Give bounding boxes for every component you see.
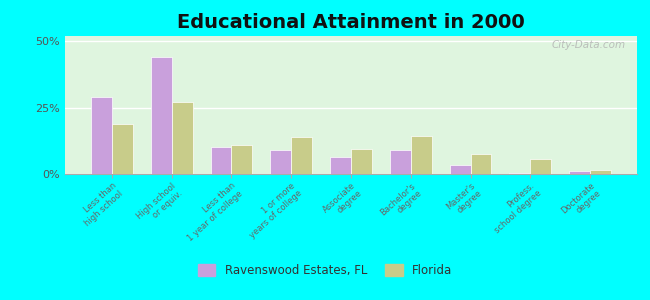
- Text: City-Data.com: City-Data.com: [551, 40, 625, 50]
- Title: Educational Attainment in 2000: Educational Attainment in 2000: [177, 13, 525, 32]
- Legend: Ravenswood Estates, FL, Florida: Ravenswood Estates, FL, Florida: [193, 260, 457, 282]
- Bar: [569, 171, 590, 174]
- Bar: [530, 159, 551, 174]
- Bar: [172, 102, 192, 174]
- Bar: [510, 173, 530, 174]
- Bar: [471, 154, 491, 174]
- Bar: [91, 97, 112, 174]
- Bar: [330, 157, 351, 174]
- Bar: [270, 150, 291, 174]
- Bar: [390, 150, 411, 174]
- Bar: [351, 149, 372, 174]
- Bar: [411, 136, 432, 174]
- Bar: [590, 170, 611, 174]
- Bar: [291, 137, 312, 174]
- Bar: [112, 124, 133, 174]
- Bar: [151, 57, 172, 174]
- Bar: [450, 165, 471, 174]
- Bar: [211, 148, 231, 174]
- Bar: [231, 145, 252, 174]
